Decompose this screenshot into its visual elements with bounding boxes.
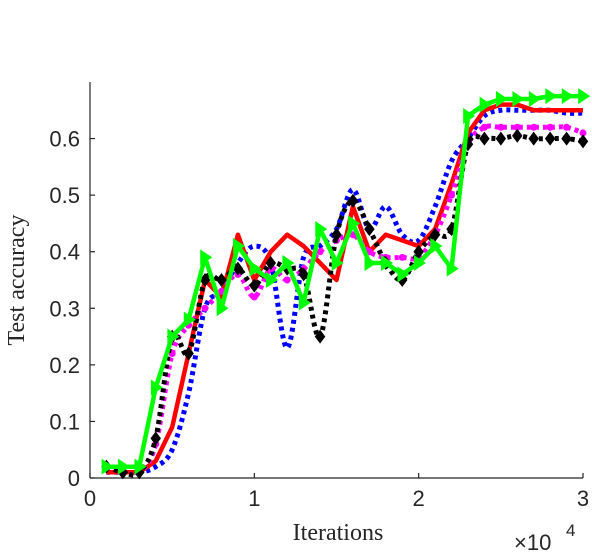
data-point bbox=[479, 131, 490, 146]
y-tick-label: 0.6 bbox=[49, 127, 80, 152]
data-point bbox=[530, 123, 538, 131]
series-0 bbox=[106, 107, 584, 476]
data-point bbox=[282, 255, 295, 272]
data-point bbox=[463, 107, 476, 124]
data-point bbox=[364, 222, 375, 237]
data-point bbox=[331, 255, 344, 272]
data-point bbox=[544, 131, 556, 146]
x-tick-label: 2 bbox=[413, 486, 425, 511]
data-point bbox=[298, 294, 311, 311]
data-point bbox=[496, 90, 509, 107]
x-tick-label: 1 bbox=[248, 486, 260, 511]
y-tick-label: 0.1 bbox=[49, 409, 80, 434]
series-line bbox=[106, 102, 583, 475]
data-point bbox=[513, 123, 521, 131]
data-point bbox=[316, 248, 324, 256]
x-exponent-base: ×10 bbox=[514, 530, 551, 555]
series-line bbox=[106, 107, 584, 476]
data-point bbox=[512, 128, 523, 143]
data-point bbox=[167, 328, 180, 345]
series-4 bbox=[101, 88, 591, 475]
data-point bbox=[331, 227, 342, 242]
data-point bbox=[579, 129, 587, 137]
data-point bbox=[497, 123, 505, 131]
data-point bbox=[430, 238, 443, 255]
data-point bbox=[398, 253, 406, 261]
series-layer bbox=[101, 88, 591, 480]
data-point bbox=[265, 272, 278, 288]
data-point bbox=[578, 88, 591, 105]
labels: Iterations Test accuracy ×10 4 bbox=[4, 215, 575, 555]
data-point bbox=[563, 123, 571, 131]
data-point bbox=[480, 123, 488, 131]
data-point bbox=[134, 458, 147, 475]
data-point bbox=[397, 266, 410, 283]
data-point bbox=[577, 134, 589, 149]
data-point bbox=[216, 300, 229, 317]
data-point bbox=[250, 293, 258, 301]
series-line bbox=[105, 123, 584, 478]
x-tick-label: 0 bbox=[84, 486, 96, 511]
data-point bbox=[183, 346, 194, 361]
x-tick-label: 3 bbox=[577, 486, 589, 511]
data-point bbox=[298, 267, 309, 282]
x-exponent-power: 4 bbox=[566, 521, 575, 540]
data-point bbox=[101, 458, 114, 475]
data-point bbox=[381, 255, 393, 272]
data-point bbox=[232, 261, 244, 276]
data-point bbox=[150, 431, 161, 446]
data-point bbox=[283, 276, 291, 284]
data-point bbox=[561, 131, 572, 146]
data-point bbox=[315, 221, 328, 238]
data-point bbox=[348, 215, 361, 232]
data-point bbox=[545, 88, 558, 105]
data-point bbox=[561, 88, 574, 105]
data-point bbox=[200, 249, 213, 266]
data-point bbox=[528, 90, 541, 107]
data-point bbox=[216, 273, 227, 287]
data-point bbox=[347, 193, 359, 208]
y-tick-label: 0.5 bbox=[49, 183, 80, 208]
x-axis-label: Iterations bbox=[293, 520, 384, 546]
data-point bbox=[265, 256, 277, 271]
data-point bbox=[150, 379, 163, 396]
data-point bbox=[546, 123, 554, 131]
data-point bbox=[183, 311, 196, 328]
axes: 0 1 2 3 0 0.1 0.2 0.3 0.4 0.5 0.6 bbox=[49, 82, 589, 511]
data-point bbox=[413, 255, 426, 272]
data-point bbox=[528, 131, 539, 146]
data-point bbox=[413, 244, 424, 259]
data-point bbox=[448, 191, 456, 199]
data-point bbox=[495, 131, 507, 146]
data-point bbox=[201, 304, 209, 312]
data-point bbox=[446, 260, 459, 277]
data-point bbox=[249, 260, 262, 277]
data-point bbox=[199, 273, 211, 287]
data-point bbox=[118, 458, 131, 475]
data-point bbox=[233, 238, 246, 255]
data-point bbox=[429, 227, 441, 242]
y-tick-label: 0 bbox=[68, 466, 80, 491]
y-tick-label: 0.3 bbox=[49, 296, 80, 321]
data-point bbox=[364, 255, 377, 272]
data-point bbox=[314, 329, 326, 344]
data-point bbox=[249, 278, 260, 293]
series-2 bbox=[102, 123, 587, 478]
y-tick-label: 0.2 bbox=[49, 353, 80, 378]
y-tick-label: 0.4 bbox=[49, 240, 80, 265]
data-point bbox=[479, 96, 492, 113]
data-point bbox=[512, 90, 525, 107]
series-1 bbox=[106, 102, 583, 475]
series-line bbox=[105, 133, 584, 478]
y-axis-label: Test accuracy bbox=[4, 215, 30, 346]
